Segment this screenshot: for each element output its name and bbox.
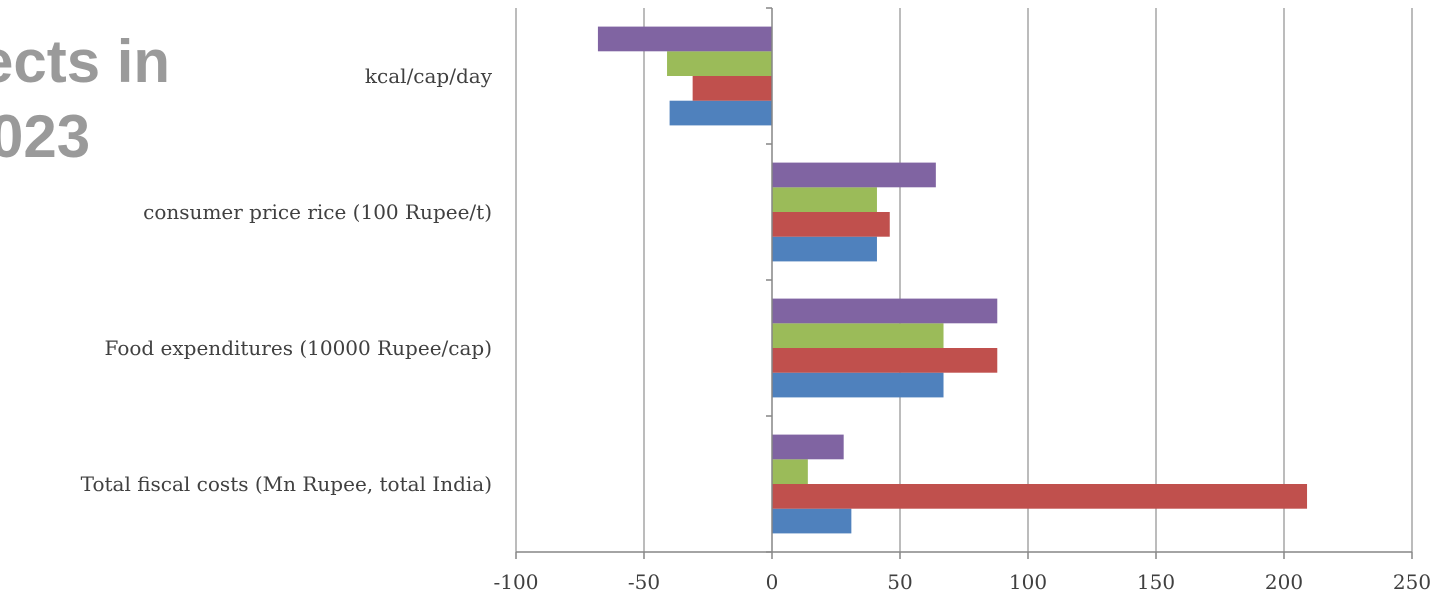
- bar: [667, 51, 772, 76]
- bar: [772, 372, 944, 398]
- category-labels: Total fiscal costs (Mn Rupee, total Indi…: [81, 64, 493, 496]
- x-tick-label: 100: [1009, 570, 1047, 594]
- bar: [669, 100, 772, 126]
- bars: [597, 26, 1308, 534]
- grid-lines: [515, 8, 1413, 552]
- background-title-line-2: 023: [0, 103, 91, 170]
- category-label: consumer price rice (100 Rupee/t): [143, 200, 492, 224]
- bar: [772, 508, 852, 534]
- x-tick-label: -100: [494, 570, 539, 594]
- bar: [772, 187, 877, 212]
- bar: [772, 434, 844, 460]
- x-tick-label: 250: [1393, 570, 1431, 594]
- bar: [772, 323, 944, 348]
- bar: [772, 298, 998, 324]
- bar: [597, 26, 772, 52]
- bar: [772, 162, 936, 188]
- category-label: Food expenditures (10000 Rupee/cap): [105, 336, 492, 360]
- x-tick-label: -50: [628, 570, 660, 594]
- bar: [772, 459, 808, 484]
- bar: [772, 236, 877, 262]
- axes: [515, 7, 1413, 559]
- bar: [692, 76, 772, 101]
- category-label: Total fiscal costs (Mn Rupee, total Indi…: [81, 472, 492, 496]
- bar: [772, 348, 998, 373]
- x-tick-label: 150: [1137, 570, 1175, 594]
- x-tick-label: 50: [887, 570, 912, 594]
- bar: [772, 212, 890, 237]
- background-title: ects in 023: [0, 30, 300, 180]
- tick-labels: -100 -50 0 50 100 150 200 250: [494, 570, 1432, 594]
- background-title-line-1: ects in: [0, 30, 171, 95]
- category-label: kcal/cap/day: [365, 64, 493, 88]
- x-tick-label: 200: [1265, 570, 1303, 594]
- x-tick-label: 0: [766, 570, 779, 594]
- bar: [772, 484, 1308, 509]
